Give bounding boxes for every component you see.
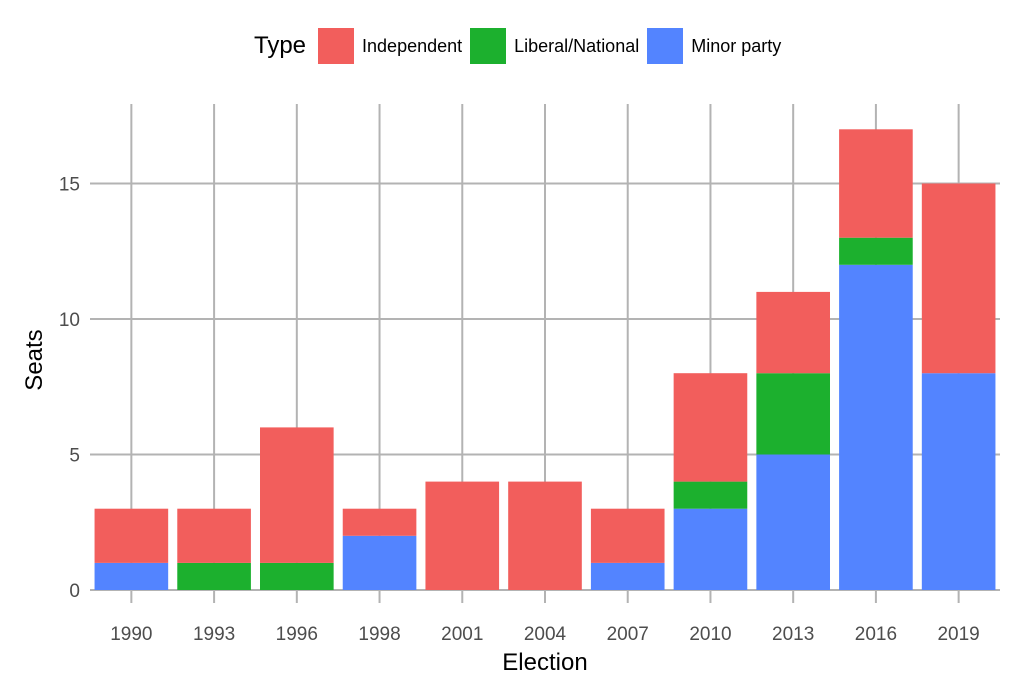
bar-1990-independent (94, 508, 169, 563)
bar-1996-liberal-national (260, 562, 334, 590)
y-axis-label: Seats (21, 329, 48, 390)
x-tick-label-1990: 1990 (110, 624, 152, 645)
bar-1993-liberal-national (177, 562, 251, 590)
y-tick-label-5: 5 (69, 446, 80, 467)
bar-2010-independent (673, 373, 748, 482)
legend: Type Independent Liberal/National Minor … (254, 26, 789, 66)
y-tick-label-15: 15 (59, 175, 80, 196)
bar-1998-minor-party (342, 535, 417, 590)
x-tick-labels: 1990 1993 1996 1998 2001 2004 2007 2010 2013 2016… (110, 624, 980, 645)
bar-1993-independent (177, 508, 251, 563)
bar-2016-independent (839, 129, 913, 238)
bar-2007-minor-party (590, 562, 665, 590)
legend-swatch-liberal-national (470, 28, 507, 64)
legend-item-minor-party: Minor party (647, 28, 781, 64)
bar-1996-independent (260, 427, 334, 563)
bar-2016-minor-party (839, 264, 913, 590)
legend-label-liberal-national: Liberal/National (514, 35, 640, 56)
x-tick-label-2004: 2004 (524, 624, 567, 645)
bar-2019-minor-party (921, 373, 996, 590)
bar-2016-liberal-national (839, 237, 913, 265)
x-tick-label-1996: 1996 (276, 624, 318, 645)
x-tick-label-2013: 2013 (772, 624, 814, 645)
x-tick-label-2019: 2019 (937, 624, 979, 645)
y-tick-label-0: 0 (69, 581, 80, 602)
legend-label-minor-party: Minor party (691, 35, 782, 56)
bar-2013-minor-party (756, 454, 830, 590)
legend-item-independent: Independent (318, 28, 462, 64)
x-tick-label-2010: 2010 (689, 624, 731, 645)
bar-1990-minor-party (94, 562, 169, 590)
legend-swatch-independent (318, 28, 355, 64)
legend-title: Type (254, 32, 307, 59)
x-tick-label-1998: 1998 (358, 624, 400, 645)
x-tick-label-1993: 1993 (193, 624, 235, 645)
bar-2013-independent (756, 291, 830, 374)
x-tick-label-2007: 2007 (607, 624, 649, 645)
bar-2010-minor-party (673, 508, 748, 590)
bar-2007-independent (590, 508, 665, 563)
bar-1998-independent (342, 508, 417, 536)
bar-2010-liberal-national (673, 481, 748, 509)
legend-item-liberal-national: Liberal/National (470, 28, 639, 64)
bar-2019-independent (921, 183, 996, 374)
y-tick-labels: 0 5 10 15 (59, 175, 80, 603)
x-tick-label-2016: 2016 (855, 624, 897, 645)
legend-swatch-minor-party (647, 28, 684, 64)
x-axis-label: Election (502, 649, 587, 676)
legend-label-independent: Independent (362, 35, 463, 56)
bars (94, 129, 996, 590)
bar-2013-liberal-national (756, 373, 830, 455)
y-tick-label-10: 10 (59, 310, 80, 331)
bar-2004-independent (508, 481, 582, 590)
bar-2001-independent (425, 481, 500, 590)
x-tick-label-2001: 2001 (441, 624, 483, 645)
